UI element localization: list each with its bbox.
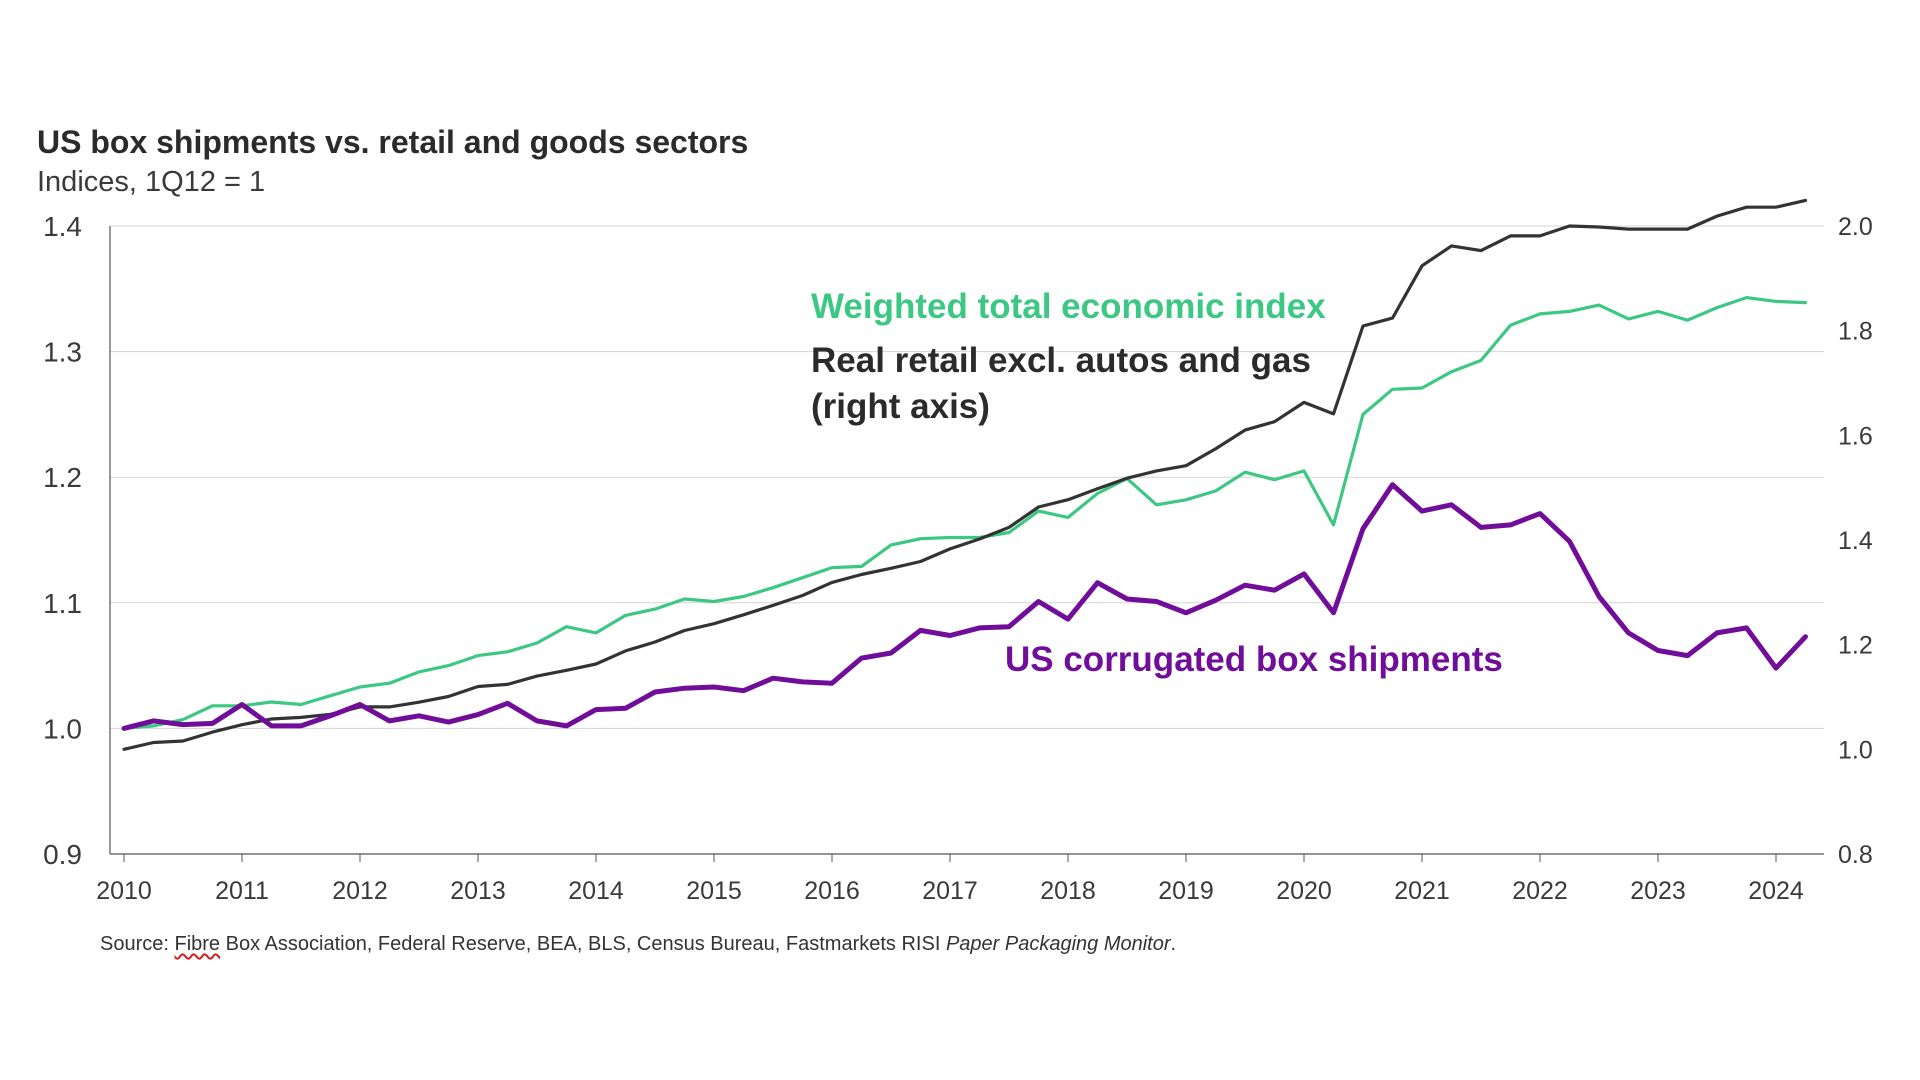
source-italic: Paper Packaging Monitor xyxy=(945,933,1171,955)
x-tick-label: 2010 xyxy=(96,877,152,905)
x-tick-label: 2022 xyxy=(1512,877,1568,905)
series-line-2 xyxy=(122,198,1808,751)
y-left-tick-label: 1.0 xyxy=(43,713,82,744)
source-suffix: . xyxy=(1170,933,1177,955)
series-label-2: (right axis) xyxy=(811,387,990,426)
x-tick-label: 2016 xyxy=(804,877,860,905)
y-left-tick-label: 1.3 xyxy=(43,337,82,368)
series-label-2: Real retail excl. autos and gas xyxy=(811,341,1311,380)
x-tick-label: 2012 xyxy=(332,877,388,905)
y-right-tick-label: 2.0 xyxy=(1838,213,1873,241)
y-left-tick-label: 1.2 xyxy=(43,462,82,493)
series-label-1: Weighted total economic index xyxy=(811,287,1326,326)
x-tick-label: 2020 xyxy=(1276,877,1332,905)
x-tick-label: 2024 xyxy=(1748,877,1804,905)
y-left-tick-label: 1.4 xyxy=(43,211,82,242)
y-right-tick-label: 1.8 xyxy=(1838,318,1873,346)
source-highlighted-word: Fibre xyxy=(174,933,221,955)
x-tick-label: 2019 xyxy=(1158,877,1214,905)
source-prefix: Source: xyxy=(100,933,175,955)
x-tick-label: 2018 xyxy=(1040,877,1096,905)
series-line-1 xyxy=(122,296,1808,731)
chart-title: US box shipments vs. retail and goods se… xyxy=(37,124,749,160)
x-tick-label: 2014 xyxy=(568,877,624,905)
chart-subtitle: Indices, 1Q12 = 1 xyxy=(37,166,266,198)
x-tick-label: 2011 xyxy=(215,877,269,905)
x-tick-label: 2021 xyxy=(1394,877,1450,905)
x-tick-label: 2017 xyxy=(922,877,978,905)
series-label-3: US corrugated box shipments xyxy=(1005,640,1503,679)
x-tick-label: 2013 xyxy=(450,877,506,905)
x-tick-label: 2015 xyxy=(686,877,742,905)
y-right-tick-label: 1.4 xyxy=(1838,527,1873,555)
y-left-tick-label: 1.1 xyxy=(43,588,82,619)
y-right-tick-label: 1.0 xyxy=(1838,736,1873,764)
y-left-tick-label: 0.9 xyxy=(43,839,82,870)
source-note: Source: Fibre Box Association, Federal R… xyxy=(100,933,1176,956)
x-tick-label: 2023 xyxy=(1630,877,1686,905)
source-main: Box Association, Federal Reserve, BEA, B… xyxy=(220,933,946,955)
series-line-3 xyxy=(121,482,1808,731)
y-right-tick-label: 1.2 xyxy=(1838,632,1873,660)
y-right-tick-label: 0.8 xyxy=(1838,841,1873,869)
y-right-tick-label: 1.6 xyxy=(1838,422,1873,450)
